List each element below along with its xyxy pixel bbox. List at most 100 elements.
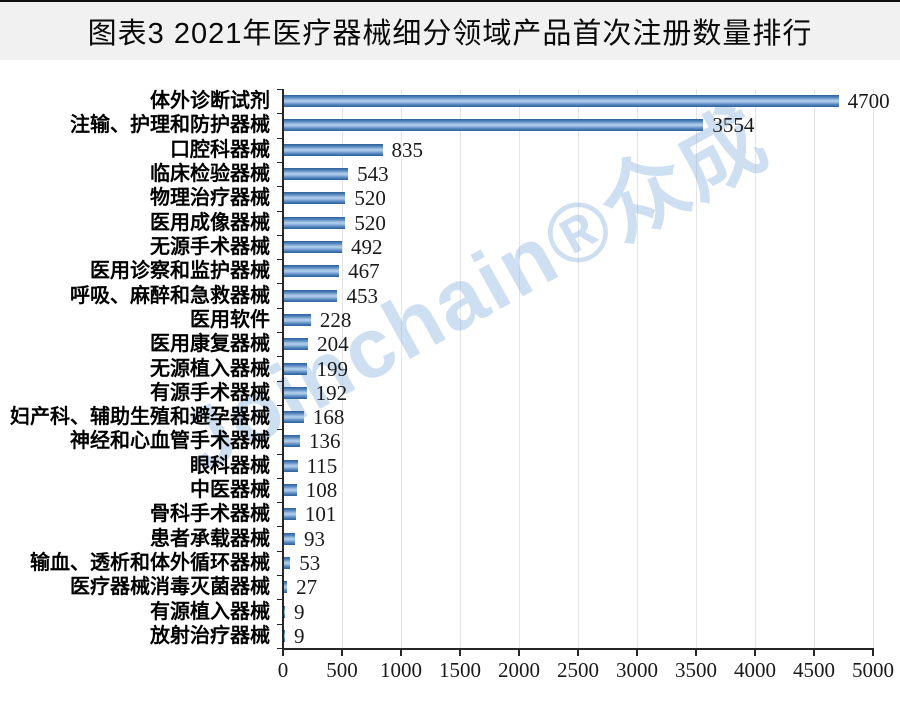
value-label: 53	[299, 550, 321, 575]
y-axis-tick	[277, 234, 282, 236]
value-label: 228	[319, 307, 352, 332]
value-label: 93	[303, 526, 325, 551]
bar	[284, 240, 343, 253]
value-label: 3554	[712, 113, 755, 138]
x-axis-tick	[400, 650, 402, 656]
y-axis-tick	[277, 259, 282, 261]
y-axis-tick	[277, 575, 282, 577]
y-axis-tick	[277, 307, 282, 309]
value-label: 9	[294, 623, 305, 648]
y-axis-tick	[277, 453, 282, 455]
bar	[284, 362, 308, 375]
bar	[284, 143, 383, 156]
bar	[284, 192, 346, 205]
value-label: 101	[304, 502, 337, 527]
y-axis-tick	[277, 332, 282, 334]
y-axis-tick	[277, 356, 282, 358]
y-axis-tick	[277, 526, 282, 528]
gridline-3000	[637, 89, 638, 648]
category-label: 神经和心血管手术器械	[70, 430, 270, 453]
category-label: 医用诊察和监护器械	[90, 260, 270, 283]
bar	[284, 435, 301, 448]
category-label: 放射治疗器械	[150, 624, 270, 647]
y-axis-tick	[277, 623, 282, 625]
value-label: 192	[315, 380, 348, 405]
x-axis-tick	[577, 650, 579, 656]
value-label: 492	[351, 234, 383, 259]
category-label: 医用软件	[190, 308, 270, 331]
y-axis-tick	[277, 502, 282, 504]
y-axis-tick	[277, 404, 282, 406]
bar	[284, 508, 296, 521]
category-label: 有源植入器械	[150, 600, 270, 623]
bar	[284, 216, 346, 229]
category-label: 口腔科器械	[170, 138, 270, 161]
category-label: 无源手术器械	[150, 235, 270, 258]
chart-title: 图表3 2021年医疗器械细分领域产品首次注册数量排行	[87, 18, 813, 50]
x-axis-tick-label: 3500	[675, 658, 717, 682]
category-label: 输血、透析和体外循环器械	[30, 551, 270, 574]
y-axis-tick	[277, 113, 282, 115]
x-axis-line	[282, 648, 874, 650]
x-axis-tick-label: 1000	[380, 658, 422, 682]
category-label: 医疗器械消毒灭菌器械	[70, 576, 270, 599]
category-label: 体外诊断试剂	[150, 90, 270, 113]
x-axis-tick	[636, 650, 638, 656]
x-axis-tick	[695, 650, 697, 656]
x-axis-tick-label: 2500	[557, 658, 599, 682]
value-label: 115	[306, 453, 338, 478]
category-label: 呼吸、麻醉和急救器械	[70, 284, 270, 307]
gridline-1000	[401, 89, 402, 648]
y-axis-tick	[277, 89, 282, 90]
bar	[284, 289, 338, 302]
gridline-1500	[460, 89, 461, 648]
y-axis-line	[282, 89, 284, 650]
gridline-5000	[873, 89, 874, 648]
bar	[284, 556, 291, 569]
value-label: 204	[317, 332, 349, 357]
bar	[284, 168, 349, 181]
category-label: 眼科器械	[190, 454, 270, 477]
value-label: 27	[296, 575, 318, 600]
bar	[284, 95, 839, 108]
y-axis-tick	[277, 477, 282, 479]
category-label: 医用康复器械	[150, 333, 270, 356]
y-axis-tick	[277, 599, 282, 601]
gridline-2000	[519, 89, 520, 648]
bar	[284, 338, 309, 351]
y-axis-tick	[277, 429, 282, 431]
value-label: 520	[354, 210, 386, 235]
bar	[284, 386, 307, 399]
value-label: 467	[348, 259, 380, 284]
bar	[284, 265, 340, 278]
x-axis-tick-label: 0	[277, 658, 289, 682]
category-label: 医用成像器械	[150, 211, 270, 234]
y-axis-tick	[277, 137, 282, 139]
value-label: 835	[391, 137, 424, 162]
x-axis-tick	[518, 650, 520, 656]
value-label: 199	[316, 356, 348, 381]
y-axis-tick	[277, 210, 282, 212]
value-label: 136	[309, 429, 341, 454]
category-label: 患者承载器械	[150, 527, 270, 550]
bar	[284, 459, 298, 472]
category-label: 骨科手术器械	[150, 503, 270, 526]
bar	[284, 605, 286, 618]
category-label: 物理治疗器械	[150, 187, 270, 210]
y-axis-tick	[277, 283, 282, 285]
x-axis-tick-label: 4000	[734, 658, 776, 682]
y-axis-tick	[277, 550, 282, 552]
x-axis-tick	[872, 650, 874, 656]
x-axis-tick-label: 5000	[852, 658, 894, 682]
x-axis-tick	[754, 650, 756, 656]
bar	[284, 119, 704, 132]
category-label: 临床检验器械	[150, 163, 270, 186]
category-label: 有源手术器械	[150, 381, 270, 404]
x-axis-tick-label: 4500	[793, 658, 835, 682]
x-axis-tick-label: 2000	[498, 658, 540, 682]
bar	[284, 629, 286, 642]
category-label: 注输、护理和防护器械	[70, 114, 270, 137]
bar	[284, 411, 304, 424]
value-label: 453	[346, 283, 378, 308]
